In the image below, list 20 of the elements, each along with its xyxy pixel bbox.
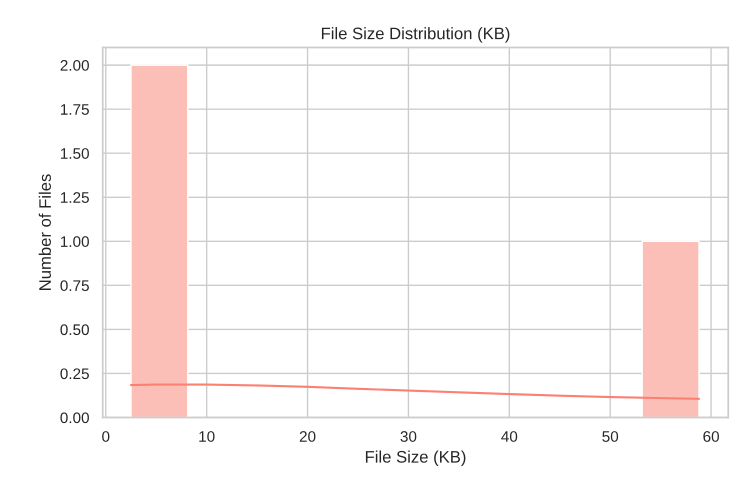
y-tick-label: 2.00 (60, 60, 89, 71)
chart-title: File Size Distribution (KB) (322, 27, 510, 43)
x-tick-label: 50 (602, 431, 618, 442)
y-tick-label: 0.50 (60, 324, 89, 336)
y-tick-label: 0.00 (60, 412, 89, 424)
x-tick-label: 30 (400, 431, 416, 442)
y-tick-label: 0.25 (60, 368, 89, 380)
x-tick-label: 0 (102, 431, 110, 442)
y-axis-title: Number of Files (38, 174, 51, 290)
x-tick-label: 20 (300, 431, 316, 442)
line-series (130, 384, 700, 400)
y-tick-label: 0.75 (60, 280, 89, 292)
y-tick-label: 1.00 (60, 236, 89, 247)
x-tick-label: 10 (199, 431, 215, 442)
y-tick-label: 1.25 (60, 192, 89, 203)
y-tick-label: 1.50 (60, 148, 89, 159)
x-tick-label: 60 (703, 431, 719, 442)
y-tick-label: 1.75 (60, 104, 89, 115)
x-axis-title: File Size (KB) (366, 450, 466, 466)
x-tick-label: 40 (501, 431, 518, 442)
